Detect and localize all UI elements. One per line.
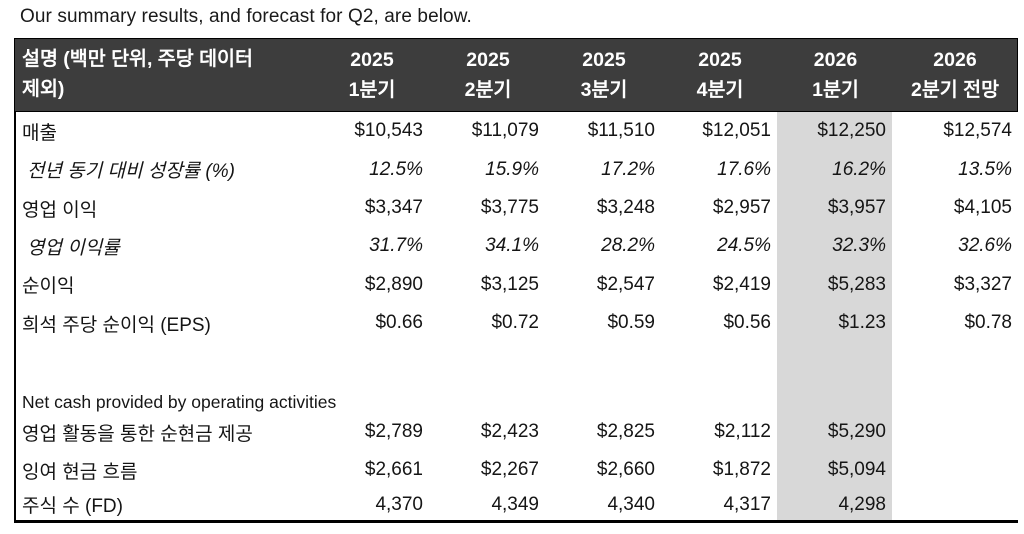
cell-value: $0.66: [375, 312, 423, 333]
header-description-line2: 제외): [22, 78, 65, 101]
row-label: 희석 주당 순이익 (EPS): [22, 314, 211, 336]
header-col-quarter: 3분기: [580, 79, 628, 101]
header-col-year: 2025: [582, 48, 626, 71]
table-row: 매출 $10,543 $11,079 $11,510 $12,051 $12,250 $12…: [16, 112, 1018, 150]
cell-value: $11,510: [587, 120, 655, 141]
header-col-year: 2025: [698, 48, 742, 71]
cell-value: $5,094: [777, 451, 892, 489]
cell-value: 32.3%: [777, 227, 892, 265]
cell-value: 17.2%: [601, 158, 655, 180]
cell-value: $11,079: [471, 120, 539, 141]
cell-value: $2,660: [596, 459, 655, 480]
cell-value: 31.7%: [369, 235, 423, 256]
cell-value: $0.72: [491, 312, 539, 333]
table-row: 주식 수 (FD) 4,370 4,349 4,340 4,317 4,298: [16, 489, 1018, 520]
cell-value: 4,298: [777, 489, 892, 520]
cell-value: $1.23: [777, 304, 892, 342]
table-body: 매출 $10,543 $11,079 $11,510 $12,051 $12,250 $12…: [14, 112, 1018, 520]
row-label: 잉여 현금 흐름: [22, 461, 138, 483]
cell-value: $3,125: [480, 273, 539, 295]
row-label: 순이익: [22, 276, 75, 297]
header-col-cell: 2025 3분기: [546, 39, 662, 111]
row-label: 영업 활동을 통한 순현금 제공: [22, 423, 253, 445]
cell-value: $2,957: [712, 197, 771, 218]
header-col-quarter: 2분기: [464, 79, 512, 101]
cell-value: $3,347: [364, 197, 423, 218]
cell-value: $0.78: [964, 312, 1012, 333]
table-row: 희석 주당 순이익 (EPS) $0.66 $0.72 $0.59 $0.56 $1.23…: [16, 304, 1018, 342]
cell-value: [777, 342, 892, 391]
row-label: 주식 수 (FD): [22, 496, 123, 517]
cell-value: 4,370: [375, 493, 423, 515]
cell-value: $10,543: [354, 120, 423, 141]
cell-value: $2,661: [364, 459, 423, 480]
cell-value: 24.5%: [717, 235, 771, 256]
header-col-quarter: 4분기: [696, 79, 744, 101]
cell-value: $0.59: [607, 312, 655, 333]
cell-value: $12,250: [777, 112, 892, 150]
cell-value: $12,574: [943, 120, 1012, 141]
header-col-quarter: 2분기 전망: [910, 79, 1000, 101]
summary-table: 설명 (백만 단위, 주당 데이터 제외) 2025 1분기 2025 2분기 2025…: [14, 38, 1018, 523]
cell-value: 12.5%: [369, 158, 423, 180]
cell-value: 16.2%: [777, 150, 892, 189]
header-col-cell: 2025 2분기: [430, 39, 546, 111]
cell-value: $2,423: [480, 421, 539, 442]
cell-value: $3,775: [480, 197, 539, 218]
cell-value: $4,105: [953, 197, 1012, 218]
header-description-line1: 설명 (백만 단위, 주당 데이터: [22, 48, 253, 70]
table-header-row: 설명 (백만 단위, 주당 데이터 제외) 2025 1분기 2025 2분기 2025…: [14, 38, 1018, 112]
row-label: 영업 이익: [22, 199, 98, 221]
table-row: 영업 이익 $3,347 $3,775 $3,248 $2,957 $3,957 $4,10…: [16, 189, 1018, 227]
cell-value: $2,267: [480, 459, 539, 480]
cell-value: $3,248: [596, 197, 655, 218]
cell-value: 32.6%: [958, 235, 1012, 256]
header-col-year: 2025: [466, 48, 510, 71]
cell-value: $2,419: [712, 273, 771, 295]
row-label: 영업 이익률: [27, 237, 120, 259]
cell-value: 4,340: [607, 493, 655, 515]
table-row: 영업 활동을 통한 순현금 제공 $2,789 $2,423 $2,825 $2,112…: [16, 413, 1018, 451]
cell-value: $2,789: [364, 421, 423, 442]
cell-value: $5,290: [777, 413, 892, 451]
cell-value: 13.5%: [958, 158, 1012, 180]
cell-value: $1,872: [712, 459, 771, 480]
cell-value: $3,327: [953, 273, 1012, 295]
cell-value: $2,890: [364, 273, 423, 295]
cell-value: 15.9%: [485, 158, 539, 180]
header-description-cell: 설명 (백만 단위, 주당 데이터 제외): [15, 39, 314, 111]
cell-value: 4,349: [491, 493, 539, 515]
cell-value: $3,957: [777, 189, 892, 227]
cell-value: 4,317: [723, 493, 771, 515]
cell-value: 17.6%: [717, 158, 771, 180]
cell-value: $0.56: [723, 312, 771, 333]
cell-value: $5,283: [777, 265, 892, 304]
header-col-quarter: 1분기: [812, 79, 859, 101]
header-col-year: 2026: [813, 48, 858, 71]
table-row: 전년 동기 대비 성장률 (%) 12.5% 15.9% 17.2% 17.6% 16.2…: [16, 150, 1018, 189]
header-col-cell: 2025 4분기: [662, 39, 778, 111]
table-row: [16, 342, 1018, 391]
header-col-year: 2025: [350, 48, 394, 71]
table-row: 영업 이익률 31.7% 34.1% 28.2% 24.5% 32.3% 32.6%: [16, 227, 1018, 265]
row-label: 전년 동기 대비 성장률 (%): [27, 161, 235, 182]
row-label: Net cash provided by operating activitie…: [22, 391, 337, 412]
header-col-quarter: 1분기: [348, 79, 396, 101]
header-col-cell: 2026 1분기: [778, 39, 893, 111]
table-row: 잉여 현금 흐름 $2,661 $2,267 $2,660 $1,872 $5,094: [16, 451, 1018, 489]
cell-value: $2,825: [596, 421, 655, 442]
page-title: Our summary results, and forecast for Q2…: [20, 6, 472, 27]
header-col-cell: 2026 2분기 전망: [893, 39, 1017, 111]
header-col-year: 2026: [933, 48, 977, 71]
cell-value: [777, 391, 892, 413]
cell-value: $2,547: [596, 273, 655, 295]
cell-value: 34.1%: [485, 235, 539, 256]
cell-value: $2,112: [714, 421, 771, 442]
cell-value: 28.2%: [601, 235, 655, 256]
cell-value: $12,051: [702, 120, 771, 141]
header-col-cell: 2025 1분기: [314, 39, 430, 111]
table-row: 순이익 $2,890 $3,125 $2,547 $2,419 $5,283 $3,327: [16, 265, 1018, 304]
table-row: Net cash provided by operating activitie…: [16, 391, 1018, 413]
row-label: 매출: [22, 122, 57, 144]
